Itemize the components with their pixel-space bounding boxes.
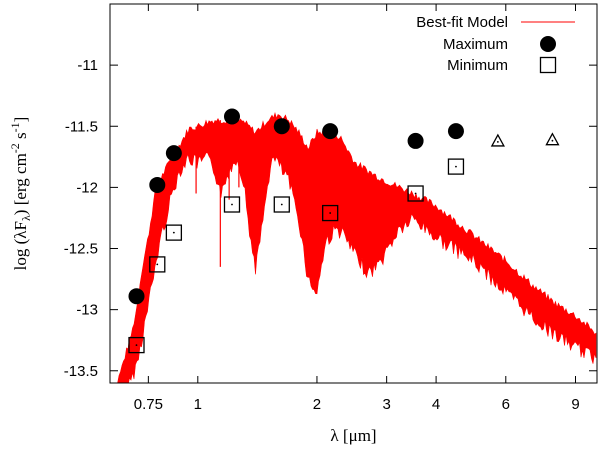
maximum-point — [149, 176, 166, 193]
x-tick-label: 0.75 — [134, 396, 163, 413]
plot-frame — [109, 3, 598, 384]
minimum-point-center — [156, 263, 159, 266]
minimum-point — [447, 158, 465, 175]
model-spectrum-band — [117, 112, 597, 383]
minimum-point-center — [414, 192, 417, 195]
x-tick-label: 9 — [571, 396, 579, 413]
maximum-point — [128, 288, 145, 305]
maximum-point — [447, 123, 464, 140]
upper-limit-point — [490, 133, 505, 147]
y-axis-label: log (λFλ) [erg cm-2 s-1] — [8, 117, 33, 271]
legend-marker-minimum — [539, 56, 557, 74]
axis-ticks: 0.75 1 2 3 4 6 9 -11 -11.5 -12 -12.5 -13 -13.5 — [64, 4, 597, 413]
x-tick-label: 6 — [502, 396, 510, 413]
minimum-point-center — [455, 165, 457, 168]
legend-label-maximum: Maximum — [443, 36, 508, 53]
y-tick-label: -11.5 — [65, 118, 98, 135]
upper-limit-point-center — [551, 139, 554, 142]
x-tick-label: 4 — [432, 396, 440, 413]
model-curve — [117, 112, 597, 383]
legend: Best-fit Model Maximum Minimum — [416, 14, 575, 74]
y-tick-label: -12 — [76, 179, 98, 196]
upper-limit-point — [545, 132, 560, 146]
minimum-point — [128, 336, 145, 354]
x-tick-label: 3 — [382, 396, 390, 413]
minimum-point-center — [172, 231, 175, 234]
minimum-point — [322, 204, 339, 222]
minimum-point — [407, 185, 424, 202]
maximum-point — [223, 108, 240, 125]
minimum-point — [149, 256, 166, 273]
minimum-point — [223, 196, 241, 213]
maximum-point — [322, 123, 339, 140]
maximum-point — [407, 132, 424, 149]
minimum-point-center — [329, 212, 332, 214]
minimum-point — [165, 224, 183, 241]
maximum-point — [165, 145, 182, 162]
legend-label-minimum: Minimum — [447, 57, 508, 74]
y-tick-label: -13.5 — [64, 363, 98, 380]
upper-limit-point-center — [496, 141, 499, 143]
y-tick-label: -12.5 — [64, 241, 98, 258]
minimum-point-center — [135, 344, 138, 346]
data-markers — [128, 108, 560, 354]
minimum-point-center — [231, 203, 233, 206]
x-axis-label: λ [μm] — [330, 426, 376, 445]
minimum-point-center — [280, 203, 283, 206]
x-tick-label: 1 — [194, 396, 202, 413]
maximum-point — [273, 118, 290, 135]
legend-marker-maximum — [540, 36, 556, 52]
y-tick-label: -11 — [77, 57, 98, 74]
x-tick-label: 2 — [313, 396, 321, 413]
legend-label-best-fit-model: Best-fit Model — [416, 14, 508, 31]
minimum-point — [273, 196, 290, 213]
y-tick-label: -13 — [76, 302, 98, 319]
